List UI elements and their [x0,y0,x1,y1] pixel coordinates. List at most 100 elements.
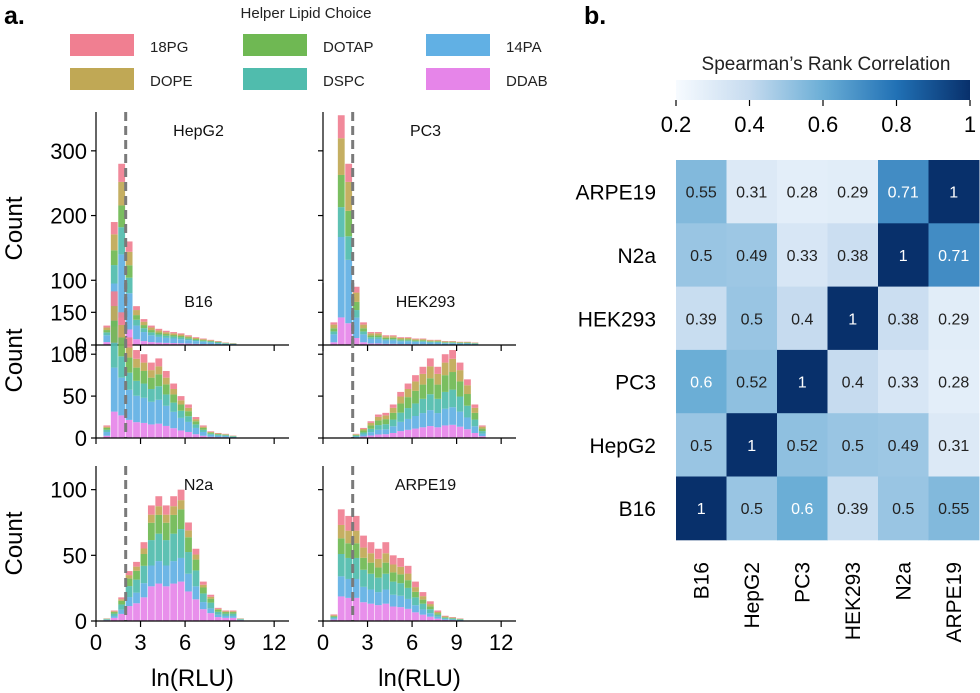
x-tick-label-n2a-12: 12 [262,630,286,655]
bar-b16-bin2-14pa [118,377,126,416]
bar-pc3-bin3-dope [352,292,360,302]
legend-label-ddab: DDAB [506,73,548,90]
bar-b16-bin8-ddab [162,425,170,438]
y-tick-label-hepg2-100: 100 [50,268,87,293]
bar-arpe19-bin4-14pa [360,586,367,603]
y-tick-label-hepg2-300: 300 [50,139,87,164]
bar-hepg2-bin10-dope [177,334,185,337]
bar-hepg2-bin11-14pa [185,340,192,344]
bar-pc3-bin7-dope [382,336,390,338]
bar-b16-bin1-dope [110,306,118,321]
bar-b16-bin8-18pg [162,370,170,378]
bar-n2a-bin5-ddab [140,597,148,621]
bar-n2a-bin12-14pa [192,586,200,600]
panel-title-hepg2: HepG2 [173,123,224,140]
y-tick-label-n2a-100: 100 [50,478,87,503]
bar-hek293-bin20-18pg [478,425,486,427]
bar-hepg2-bin8-dotap [162,334,170,336]
bar-b16-bin7-ddab [155,423,163,438]
bar-hek293-bin19-14pa [471,426,479,433]
bar-hek293-bin15-dspc [441,391,449,409]
bar-n2a-bin10-ddab [177,581,185,621]
bar-pc3-bin9-dotap [397,339,405,341]
bar-b16-bin11-ddab [185,431,192,438]
bar-pc3-bin13-dope [426,340,434,342]
bar-arpe19-bin10-dspc [404,587,412,599]
bar-n2a-bin12-ddab [192,599,200,621]
bar-hepg2-bin3-ddab [125,329,133,345]
bar-b16-bin9-dotap [170,394,178,403]
bar-pc3-bin7-dotap [382,337,390,340]
bar-hek293-bin9-dotap [397,403,405,413]
bar-n2a-bin11-dotap [185,537,192,553]
bar-hek293-bin12-dspc [419,398,427,414]
bar-hek293-bin7-dspc [382,424,390,430]
bar-arpe19-bin15-dotap [441,617,449,618]
bar-hek293-bin17-dspc [456,396,464,412]
bar-b16-bin4-ddab [133,422,140,438]
bar-hepg2-bin4-14pa [133,325,140,340]
bar-arpe19-bin11-14pa [412,605,419,613]
bar-arpe19-bin8-dope [389,564,397,573]
bar-n2a-bin10-dspc [177,529,185,558]
bar-hepg2-bin11-ddab [185,343,192,345]
bar-hepg2-bin13-18pg [199,338,207,340]
bar-hek293-bin6-18pg [374,414,382,417]
bar-arpe19-bin1-dspc [337,554,345,577]
bar-n2a-bin10-dotap [177,509,185,530]
bar-pc3-bin1-dspc [337,207,345,238]
heatmap-value-pc3-arpe19: 0.28 [938,375,969,392]
bar-b16-bin5-18pg [140,354,148,363]
bar-hepg2-bin2-18pg [118,163,126,182]
bar-b16-bin0-14pa [103,431,111,436]
bar-b16-bin15-dspc [214,434,222,436]
legend-label-dope: DOPE [150,73,193,90]
bar-hek293-bin6-14pa [374,429,382,435]
heatmap-value-b16-hek293: 0.39 [837,501,868,518]
heatmap-value-pc3-pc3: 1 [798,375,807,392]
bar-n2a-bin3-14pa [125,597,133,607]
bar-arpe19-bin9-dope [397,566,405,575]
legend-swatch-dspc [243,68,307,90]
bar-n2a-bin11-ddab [185,591,192,621]
bar-pc3-bin9-14pa [397,341,405,345]
bar-b16-bin4-dotap [133,367,140,381]
bar-pc3-bin0-dotap [330,328,338,332]
bar-b16-bin6-dspc [147,388,155,402]
bar-n2a-bin14-14pa [207,608,215,614]
x-tick-label-arpe19-6: 6 [406,630,418,655]
bar-pc3-bin17-14pa [456,343,464,345]
bar-pc3-bin12-dope [419,339,427,341]
bar-n2a-bin9-14pa [170,561,178,584]
bar-arpe19-bin2-14pa [345,578,353,598]
heatmap-value-hek293-pc3: 0.4 [791,311,813,328]
heatmap-cell-b16-arpe19 [928,476,980,541]
bar-n2a-bin11-18pg [185,522,192,531]
bar-arpe19-bin10-14pa [404,598,412,609]
bar-n2a-bin6-dspc [147,540,155,566]
bar-n2a-bin10-dope [177,500,185,510]
bar-b16-bin3-ddab [125,419,133,438]
heatmap-value-hek293-arpe19: 0.29 [938,311,969,328]
bar-n2a-bin16-dspc [222,613,230,616]
bar-n2a-bin13-dspc [199,593,207,603]
bar-b16-bin0-dspc [103,429,111,432]
bar-b16-bin1-dotap [110,320,118,343]
bar-hek293-bin20-dspc [478,431,486,434]
heatmap-value-hepg2-hepg2: 1 [747,438,756,455]
bar-n2a-bin5-dspc [140,565,148,584]
bar-hek293-bin4-ddab [360,436,367,438]
bar-hek293-bin16-14pa [449,407,457,425]
bar-hek293-bin13-dspc [426,394,434,411]
bar-hepg2-bin11-dspc [185,338,192,341]
bar-hepg2-bin2-dope [118,181,126,206]
bar-n2a-bin4-18pg [133,561,140,567]
bar-pc3-bin8-dope [389,336,397,338]
bar-n2a-bin12-18pg [192,548,200,555]
legend-swatch-dope [70,68,134,90]
panel-title-pc3: PC3 [410,123,441,140]
bar-b16-bin5-dspc [140,383,148,398]
bar-hek293-bin16-18pg [449,350,457,359]
bar-arpe19-bin8-dotap [389,572,397,582]
bar-b16-bin8-dope [162,377,170,385]
